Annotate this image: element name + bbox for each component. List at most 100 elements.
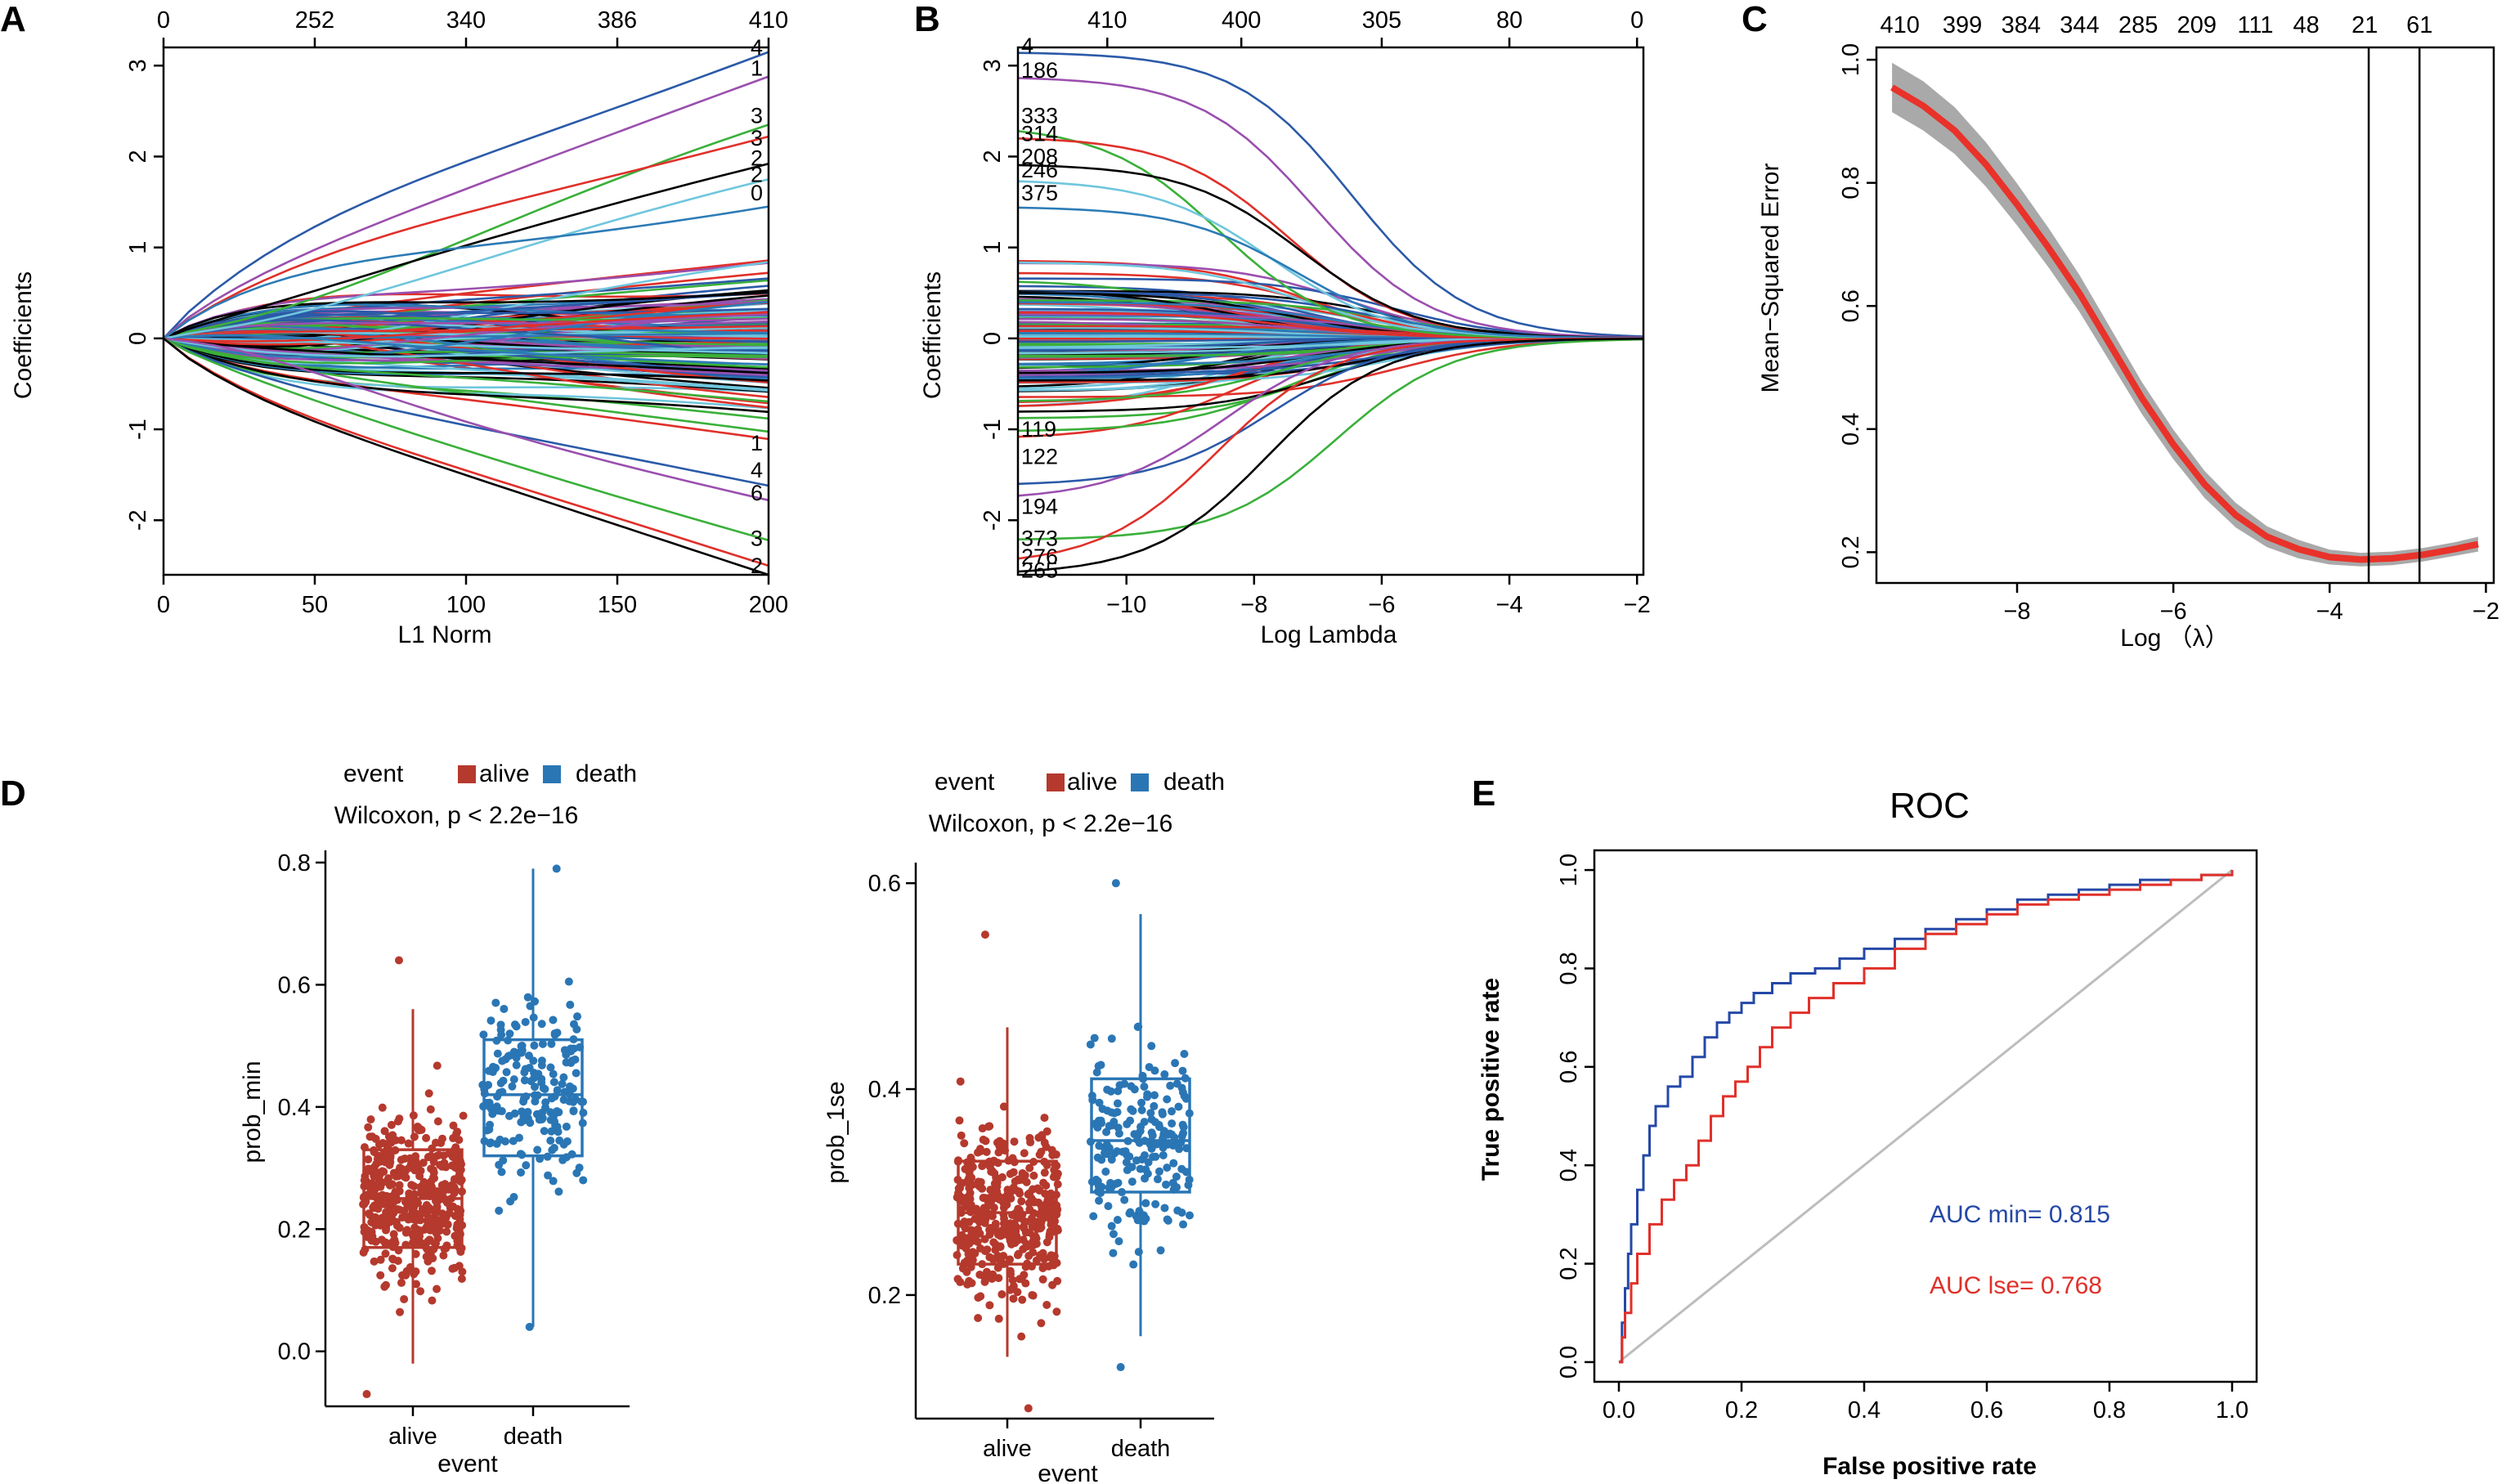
panel-b-coefficient-paths: Log Lambda Coefficients −10 −8 −6 −4 −2 -2 -1 0… — [919, 7, 1651, 648]
panel-d2-point-alive — [1040, 1254, 1049, 1263]
panel-d1-point-death — [579, 1176, 588, 1185]
panel-d2-point-alive — [971, 1249, 980, 1258]
panel-d1-point-alive — [376, 1157, 385, 1166]
panel-a-path — [163, 337, 769, 502]
panel-d1-point-alive — [392, 1222, 401, 1231]
panel-a-path — [163, 337, 769, 420]
panel-d2-point-alive — [1025, 1189, 1034, 1198]
panel-d1-point-death — [497, 1168, 506, 1177]
panel-a-top-tick-label: 252 — [295, 7, 334, 34]
panel-d2-point-death — [1151, 1152, 1160, 1161]
panel-d2-point-death — [1168, 1119, 1177, 1128]
panel-d1-point-alive — [443, 1199, 452, 1208]
panel-d2-point-alive — [988, 1212, 997, 1221]
panel-d2-point-alive — [1009, 1294, 1018, 1303]
panel-d2-point-death — [1103, 1106, 1112, 1115]
panel-b-top-tick-label: 0 — [1630, 7, 1643, 34]
panel-a-path — [163, 303, 769, 340]
panel-d2-point-alive — [1006, 1226, 1015, 1235]
panel-d1-point-alive — [425, 1226, 434, 1235]
panel-d2-point-death — [1136, 1164, 1145, 1173]
roc-x-tick-label: 0.0 — [1603, 1397, 1635, 1423]
panel-d1-point-alive — [370, 1257, 379, 1266]
panel-d2-point-death — [1141, 1199, 1150, 1208]
panel-d2-point-alive — [1017, 1332, 1026, 1341]
panel-d1-point-alive — [419, 1177, 428, 1186]
panel-d1-point-death — [573, 1012, 582, 1021]
panel-d1-point-alive — [369, 1165, 378, 1174]
panel-d1-ylabel: prob_min — [239, 1060, 266, 1163]
panel-d1-point-death — [522, 1161, 531, 1170]
panel-d2-point-alive — [1038, 1131, 1047, 1140]
panel-a-x-tick-label: 50 — [302, 592, 328, 618]
panel-d2-point-alive — [1035, 1150, 1044, 1159]
panel-d1-point-alive — [453, 1204, 462, 1213]
panel-c-top-label: 48 — [2293, 12, 2320, 38]
panel-a-path — [163, 337, 769, 414]
panel-b-y-tick-label: -2 — [980, 509, 1006, 531]
panel-c-x-tick-label: −4 — [2316, 599, 2343, 625]
panel-d2-point-death — [1140, 1082, 1149, 1091]
panel-a-path — [163, 301, 769, 346]
panel-d1-point-death — [534, 1069, 543, 1078]
panel-d1-point-death — [559, 1096, 568, 1105]
legend-swatch-death — [1131, 773, 1149, 791]
panel-d1-point-death — [571, 1055, 580, 1064]
panel-d2-point-death — [1143, 1092, 1152, 1101]
panel-d1-point-death — [569, 1020, 578, 1029]
panel-c-y-tick-label: 1.0 — [1838, 43, 1864, 76]
panel-d1-point-death — [547, 1039, 556, 1048]
panel-a-top-tick-label: 0 — [157, 7, 170, 34]
panel-a-path — [163, 330, 769, 383]
panel-d1-point-death — [491, 998, 500, 1007]
panel-a-path — [163, 311, 769, 343]
panel-a-path — [163, 337, 769, 487]
panel-d2-legend-title: event — [935, 769, 995, 796]
panel-d2-point-death — [1179, 1220, 1188, 1229]
panel-d1-point-alive — [416, 1287, 425, 1296]
panel-e-roc: ROC False positive rate True positive ra… — [1477, 786, 2258, 1480]
panel-d2-point-death — [1114, 1087, 1123, 1096]
panel-d2-point-death — [1095, 1196, 1104, 1205]
panel-d2-point-death — [1113, 1216, 1122, 1225]
panel-a-path — [163, 291, 769, 340]
panel-a-end-label: 4 — [751, 458, 763, 482]
panel-d1-point-alive — [397, 1136, 406, 1145]
panel-d2-point-alive — [1018, 1168, 1027, 1177]
panel-d2-point-alive — [1047, 1220, 1056, 1229]
panel-d2-point-alive — [974, 1293, 983, 1302]
panel-d1-point-alive — [383, 1177, 392, 1186]
panel-d2-point-alive — [1009, 1168, 1018, 1177]
panel-d2-point-death — [1153, 1175, 1162, 1184]
panel-d2-point-alive — [980, 1247, 989, 1256]
panel-a-path — [163, 337, 769, 541]
panel-a-y-tick-label: 3 — [125, 59, 151, 72]
panel-d2-point-death — [1137, 1098, 1146, 1107]
panel-d1-point-death — [572, 1069, 581, 1078]
panel-d1-xlabel: event — [437, 1450, 498, 1477]
panel-c-top-label: 344 — [2060, 12, 2099, 38]
panel-d2-ylabel: prob_1se — [823, 1081, 850, 1183]
panel-a-top-tick-label: 340 — [446, 7, 486, 34]
panel-d2-point-alive — [1028, 1290, 1037, 1299]
panel-d1-point-alive — [400, 1294, 409, 1303]
panel-a-top-tick-label: 410 — [749, 7, 788, 34]
panel-d2-point-alive — [1038, 1275, 1047, 1284]
panel-a-path — [163, 205, 769, 339]
panel-d1-point-death — [519, 1094, 528, 1103]
panel-d1-point-death — [554, 1187, 563, 1196]
panel-a-end-label: 4 — [751, 35, 763, 60]
panel-d2-point-alive — [974, 1314, 983, 1323]
panel-d1-point-alive — [448, 1264, 457, 1273]
panel-b-start-label: 373 — [1021, 527, 1058, 551]
panel-d1-point-alive — [433, 1061, 442, 1070]
panel-a-end-label: 2 — [751, 163, 763, 187]
panel-d2-point-death — [1155, 1123, 1164, 1132]
panel-a-end-label: 0 — [751, 181, 763, 205]
panel-d1-point-alive — [432, 1204, 441, 1213]
panel-d2-point-alive — [1017, 1197, 1026, 1206]
panel-d2-point-alive — [1003, 1186, 1012, 1195]
panel-d2-point-alive — [1013, 1288, 1022, 1297]
panel-d1-point-death — [558, 1079, 567, 1088]
panel-d2-point-alive — [1039, 1178, 1048, 1187]
